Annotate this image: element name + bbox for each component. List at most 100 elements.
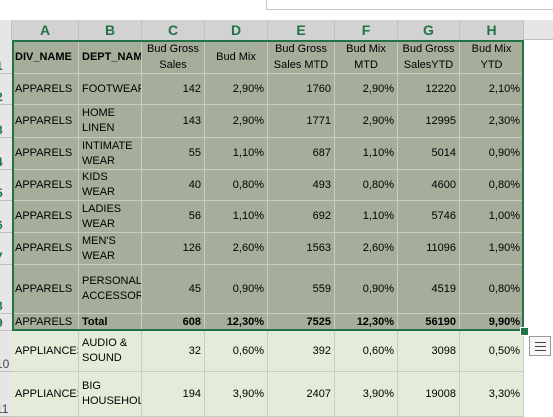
data-cell-text[interactable]: HOME LINEN (79, 105, 142, 138)
row-header-4[interactable]: 4 (0, 138, 12, 170)
data-cell-number[interactable]: 608 (142, 314, 205, 331)
data-cell-text[interactable]: Total (79, 314, 142, 331)
row-header-5[interactable]: 5 (0, 170, 12, 201)
column-header-h[interactable]: H (460, 20, 524, 40)
data-cell-number[interactable]: 2,90% (205, 105, 268, 138)
data-cell-number[interactable]: 559 (268, 265, 335, 314)
data-cell-text[interactable]: INTIMATE WEAR (79, 138, 142, 170)
data-cell-number[interactable]: 1,10% (335, 201, 398, 233)
data-cell-number[interactable]: 3098 (398, 331, 460, 372)
column-header-f[interactable]: F (335, 20, 398, 40)
data-cell-number[interactable]: 7525 (268, 314, 335, 331)
data-cell-text[interactable]: APPLIANCES (12, 331, 79, 372)
header-cell[interactable]: Bud Gross SalesYTD (398, 40, 460, 74)
data-cell-number[interactable]: 2,60% (205, 233, 268, 265)
data-cell-number[interactable]: 2,90% (335, 74, 398, 105)
data-cell-number[interactable]: 1760 (268, 74, 335, 105)
data-cell-number[interactable]: 126 (142, 233, 205, 265)
row-header-8[interactable]: 8 (0, 265, 12, 314)
data-cell-number[interactable]: 0,80% (335, 170, 398, 201)
column-header-d[interactable]: D (205, 20, 268, 40)
data-cell-text[interactable]: APPARELS (12, 105, 79, 138)
data-cell-text[interactable]: MEN'S WEAR (79, 233, 142, 265)
data-cell-number[interactable]: 1771 (268, 105, 335, 138)
data-cell-number[interactable]: 19008 (398, 372, 460, 417)
row-header-1[interactable]: 1 (0, 40, 12, 74)
column-header-b[interactable]: B (79, 20, 142, 40)
data-cell-text[interactable]: KIDS WEAR (79, 170, 142, 201)
data-cell-number[interactable]: 3,90% (205, 372, 268, 417)
data-cell-number[interactable]: 32 (142, 331, 205, 372)
data-cell-number[interactable]: 1563 (268, 233, 335, 265)
header-cell[interactable]: Bud Gross Sales MTD (268, 40, 335, 74)
data-cell-number[interactable]: 493 (268, 170, 335, 201)
data-cell-number[interactable]: 1,90% (460, 233, 524, 265)
formula-input[interactable] (266, 0, 553, 10)
data-cell-text[interactable]: FOOTWEAR (79, 74, 142, 105)
data-cell-number[interactable]: 5746 (398, 201, 460, 233)
quick-analysis-button[interactable] (529, 336, 551, 356)
data-cell-number[interactable]: 392 (268, 331, 335, 372)
data-cell-number[interactable]: 2,90% (205, 74, 268, 105)
data-cell-number[interactable]: 4600 (398, 170, 460, 201)
data-cell-text[interactable]: AUDIO & SOUND (79, 331, 142, 372)
data-cell-number[interactable]: 0,80% (460, 170, 524, 201)
row-header-9[interactable]: 9 (0, 314, 12, 331)
data-cell-number[interactable]: 2,30% (460, 105, 524, 138)
data-cell-number[interactable]: 11096 (398, 233, 460, 265)
data-cell-number[interactable]: 687 (268, 138, 335, 170)
data-cell-text[interactable]: APPLIANCES (12, 372, 79, 417)
data-cell-number[interactable]: 2,10% (460, 74, 524, 105)
data-cell-number[interactable]: 0,90% (460, 138, 524, 170)
row-header-2[interactable]: 2 (0, 74, 12, 105)
data-cell-text[interactable]: PERSONAL ACCESSORIES (79, 265, 142, 314)
empty-column-area[interactable] (524, 40, 553, 417)
select-all-corner[interactable] (0, 20, 12, 40)
data-cell-number[interactable]: 692 (268, 201, 335, 233)
data-cell-number[interactable]: 56190 (398, 314, 460, 331)
row-header-11[interactable]: 11 (0, 372, 12, 417)
data-cell-number[interactable]: 56 (142, 201, 205, 233)
data-cell-number[interactable]: 0,80% (205, 170, 268, 201)
data-cell-number[interactable]: 142 (142, 74, 205, 105)
data-cell-number[interactable]: 0,50% (460, 331, 524, 372)
column-header-g[interactable]: G (398, 20, 460, 40)
data-cell-number[interactable]: 45 (142, 265, 205, 314)
data-cell-number[interactable]: 3,90% (335, 372, 398, 417)
data-cell-number[interactable]: 0,90% (335, 265, 398, 314)
data-cell-number[interactable]: 0,60% (205, 331, 268, 372)
data-cell-text[interactable]: APPARELS (12, 233, 79, 265)
row-header-7[interactable]: 7 (0, 233, 12, 265)
data-cell-number[interactable]: 12,30% (335, 314, 398, 331)
data-cell-number[interactable]: 1,10% (205, 201, 268, 233)
row-header-3[interactable]: 3 (0, 105, 12, 138)
header-cell[interactable]: Bud Mix MTD (335, 40, 398, 74)
data-cell-number[interactable]: 40 (142, 170, 205, 201)
header-cell[interactable]: DEPT_NAME (79, 40, 142, 74)
data-cell-number[interactable]: 5014 (398, 138, 460, 170)
column-header-a[interactable]: A (12, 20, 79, 40)
data-cell-number[interactable]: 194 (142, 372, 205, 417)
data-cell-number[interactable]: 4519 (398, 265, 460, 314)
row-header-6[interactable]: 6 (0, 201, 12, 233)
data-cell-number[interactable]: 143 (142, 105, 205, 138)
data-cell-number[interactable]: 0,90% (205, 265, 268, 314)
header-cell[interactable]: Bud Mix (205, 40, 268, 74)
column-header-c[interactable]: C (142, 20, 205, 40)
data-cell-number[interactable]: 55 (142, 138, 205, 170)
data-cell-number[interactable]: 12995 (398, 105, 460, 138)
data-cell-text[interactable]: APPARELS (12, 201, 79, 233)
row-header-10[interactable]: 10 (0, 331, 12, 372)
data-cell-text[interactable]: LADIES WEAR (79, 201, 142, 233)
data-cell-text[interactable]: APPARELS (12, 265, 79, 314)
data-cell-number[interactable]: 0,60% (335, 331, 398, 372)
data-cell-number[interactable]: 1,10% (205, 138, 268, 170)
data-cell-text[interactable]: APPARELS (12, 138, 79, 170)
data-cell-number[interactable]: 9,90% (460, 314, 524, 331)
fill-handle[interactable] (520, 327, 529, 336)
data-cell-number[interactable]: 2407 (268, 372, 335, 417)
data-cell-text[interactable]: APPARELS (12, 74, 79, 105)
header-cell[interactable]: DIV_NAME (12, 40, 79, 74)
header-cell[interactable]: Bud Mix YTD (460, 40, 524, 74)
data-cell-number[interactable]: 0,80% (460, 265, 524, 314)
